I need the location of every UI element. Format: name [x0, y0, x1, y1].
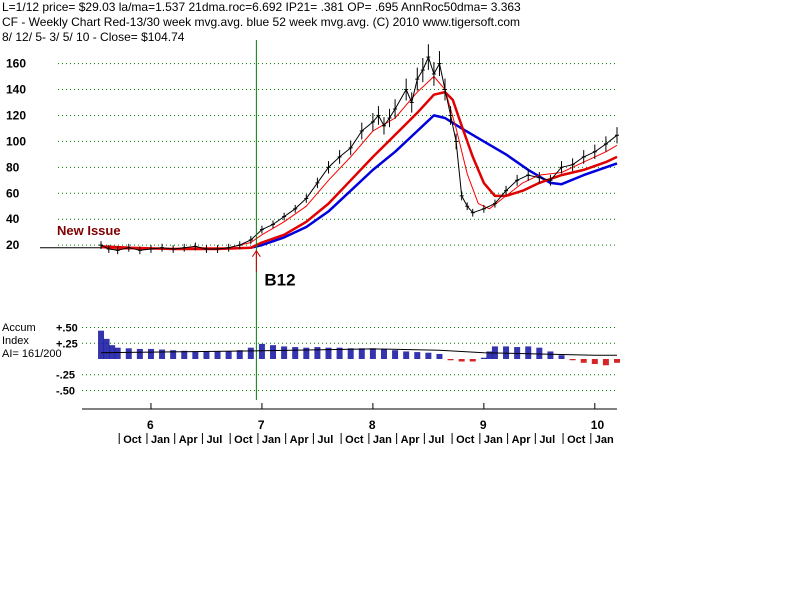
accum-bar [580, 359, 587, 363]
accum-bar [486, 351, 493, 359]
accum-bar [136, 348, 143, 359]
header-line-1: L=1/12 price= $29.03 la/ma=1.537 21dma.r… [2, 0, 521, 14]
accum-bar [403, 351, 410, 359]
x-month-label: Oct [456, 434, 475, 446]
accum-bar [347, 348, 354, 359]
accum-bar [98, 330, 105, 359]
accum-bar [425, 352, 432, 359]
accum-bar [103, 338, 110, 359]
x-month-label: Jul [539, 434, 555, 446]
accum-bar [503, 346, 510, 359]
accum-bar [536, 347, 543, 359]
price-tick-label: 40 [6, 212, 20, 226]
accum-label: Accum [2, 322, 36, 334]
x-month-label: Apr [512, 434, 532, 446]
accum-bar [225, 351, 232, 359]
x-month-label: Apr [290, 434, 310, 446]
accum-tick-label: +.50 [56, 323, 78, 335]
accum-tick-label: -.50 [56, 385, 75, 397]
accum-bar [147, 348, 154, 359]
accum-bar [436, 353, 443, 359]
accum-bar [236, 350, 243, 359]
price-tick-label: 140 [6, 83, 26, 97]
accum-tick-label: -.25 [56, 370, 75, 382]
accum-bar [469, 359, 476, 362]
new-issue-label: New Issue [57, 223, 121, 238]
accum-bar [314, 347, 321, 359]
accum-bar [258, 343, 265, 359]
price-tick-label: 100 [6, 134, 26, 148]
accum-bar [303, 347, 310, 359]
accum-bar [602, 359, 609, 366]
price-tick-label: 120 [6, 108, 26, 122]
x-month-label: Jan [373, 434, 392, 446]
accum-bar [336, 347, 343, 359]
accum-bar [414, 352, 421, 359]
accum-bar [247, 347, 254, 359]
accum-bar [558, 355, 565, 359]
ma13-line [100, 76, 618, 250]
accum-bar [614, 359, 620, 363]
accum-bar [114, 347, 121, 359]
accum-bar [181, 350, 188, 359]
price-tick-label: 80 [6, 160, 20, 174]
accum-bar [325, 347, 332, 359]
x-month-label: Apr [401, 434, 421, 446]
price-tick-label: 60 [6, 186, 20, 200]
accum-bar [358, 348, 365, 359]
price-tick-label: 20 [6, 238, 20, 252]
x-year-label: 9 [480, 418, 487, 432]
accum-bar [159, 349, 166, 359]
price-line [100, 56, 618, 251]
header-line-3: 8/ 12/ 5- 3/ 5/ 10 - Close= $104.74 [2, 30, 185, 44]
x-month-label: Oct [234, 434, 253, 446]
accum-bar [192, 351, 199, 359]
accum-ma-line [100, 348, 617, 356]
b12-arrow-head [251, 249, 261, 258]
accum-label: AI= 161/200 [2, 348, 62, 360]
ma52-line [250, 114, 618, 249]
accum-bar [270, 345, 277, 359]
x-month-label: Jul [317, 434, 333, 446]
price-tick-label: 160 [6, 57, 26, 71]
x-month-label: Jan [595, 434, 614, 446]
accum-bar [380, 348, 387, 359]
accum-bar [203, 351, 210, 359]
b12-label: B12 [264, 271, 295, 290]
x-month-label: Oct [567, 434, 586, 446]
accum-bar [392, 350, 399, 359]
header-line-2: CF - Weekly Chart Red-13/30 week mvg.avg… [2, 15, 520, 29]
accum-bar [369, 348, 376, 359]
accum-bar [591, 359, 598, 365]
x-month-label: Apr [179, 434, 199, 446]
accum-label: Index [2, 335, 29, 347]
x-year-label: 6 [147, 418, 154, 432]
accum-bar [214, 351, 221, 359]
accum-bar [281, 346, 288, 359]
x-year-label: 8 [369, 418, 376, 432]
accum-bar [292, 347, 299, 359]
accum-bar [480, 357, 487, 359]
accum-bar [458, 359, 465, 362]
x-month-label: Jul [428, 434, 444, 446]
x-year-label: 7 [258, 418, 265, 432]
x-month-label: Jul [206, 434, 222, 446]
accum-bar [125, 348, 132, 359]
accum-tick-label: +.25 [56, 338, 78, 350]
accum-bar [569, 359, 576, 361]
x-month-label: Jan [484, 434, 503, 446]
x-month-label: Oct [123, 434, 142, 446]
accum-bar [525, 346, 532, 359]
x-year-label: 10 [591, 418, 605, 432]
accum-bar [170, 350, 177, 359]
ma30-line [100, 90, 618, 251]
x-month-label: Oct [345, 434, 364, 446]
x-month-label: Jan [151, 434, 170, 446]
x-month-label: Jan [262, 434, 281, 446]
accum-bar [547, 351, 554, 359]
accum-bar [447, 359, 454, 361]
